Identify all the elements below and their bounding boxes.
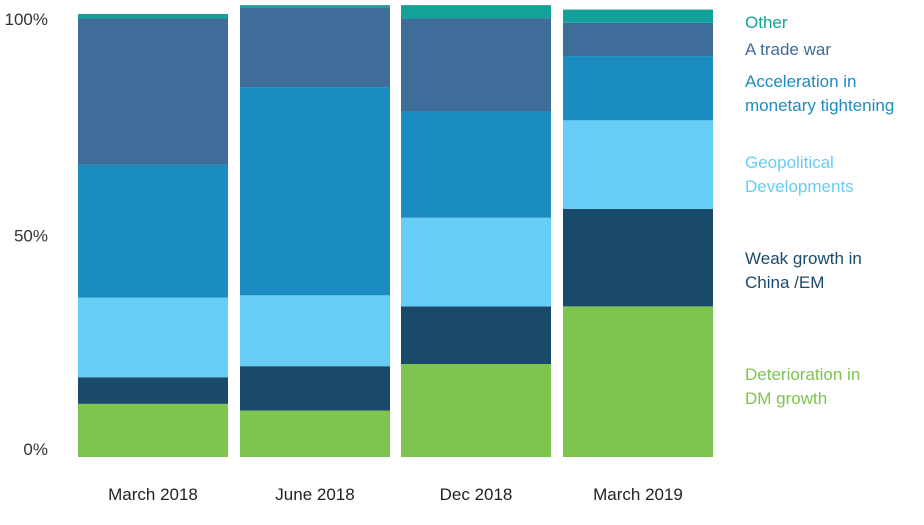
bar-segment-3-2 bbox=[401, 111, 551, 218]
bar-segment-0-2 bbox=[401, 363, 551, 457]
bar-area bbox=[78, 5, 713, 457]
bar-segment-0-0 bbox=[78, 403, 228, 457]
legend-entry-line: A trade war bbox=[745, 40, 831, 59]
bar-segment-4-0 bbox=[78, 18, 228, 165]
bar-segment-5-3 bbox=[563, 9, 713, 23]
bar-segment-4-2 bbox=[401, 18, 551, 112]
legend-entry: Other bbox=[745, 13, 788, 32]
x-tick-label: June 2018 bbox=[275, 485, 354, 504]
legend-entry-line: Geopolitical bbox=[745, 153, 834, 172]
bar-segment-3-1 bbox=[240, 87, 390, 296]
bar-segment-1-2 bbox=[401, 306, 551, 364]
legend-entry: A trade war bbox=[745, 40, 831, 59]
x-tick-label: Dec 2018 bbox=[440, 485, 513, 504]
legend-entry-line: DM growth bbox=[745, 389, 827, 408]
legend-entry-line: Other bbox=[745, 13, 788, 32]
bar-segment-1-1 bbox=[240, 366, 390, 411]
legend-entry-line: China /EM bbox=[745, 273, 824, 292]
legend-entry: Geopolitical Developments bbox=[745, 153, 854, 196]
y-tick-label: 0% bbox=[23, 440, 48, 459]
legend-entry-line: Weak growth in bbox=[745, 249, 862, 268]
bar-segment-2-2 bbox=[401, 217, 551, 307]
bar-segment-2-0 bbox=[78, 297, 228, 378]
bar-segment-2-1 bbox=[240, 295, 390, 367]
y-tick-label: 100% bbox=[5, 10, 48, 29]
y-axis: 0% 50% 100% bbox=[5, 10, 48, 459]
bar-segment-5-1 bbox=[240, 5, 390, 8]
legend-entry-line: Developments bbox=[745, 177, 854, 196]
legend: Other A trade war Acceleration in monetary … bbox=[745, 13, 894, 408]
legend-entry-line: monetary tightening bbox=[745, 96, 894, 115]
bar-segment-2-3 bbox=[563, 120, 713, 209]
bar-segment-5-0 bbox=[78, 14, 228, 19]
x-axis: March 2018 June 2018 Dec 2018 March 2019 bbox=[108, 485, 683, 504]
y-tick-label: 50% bbox=[14, 227, 48, 246]
bar-segment-3-3 bbox=[563, 56, 713, 121]
bar-segment-5-2 bbox=[401, 5, 551, 19]
legend-entry: Deterioration in DM growth bbox=[745, 365, 860, 408]
legend-entry-line: Deterioration in bbox=[745, 365, 860, 384]
legend-entry-line: Acceleration in bbox=[745, 72, 857, 91]
bar-segment-1-3 bbox=[563, 208, 713, 307]
bar-segment-4-1 bbox=[240, 7, 390, 88]
bar-segment-0-1 bbox=[240, 410, 390, 457]
bar-segment-3-0 bbox=[78, 164, 228, 298]
bar-segment-1-0 bbox=[78, 377, 228, 404]
bar-segment-0-3 bbox=[563, 306, 713, 457]
legend-entry: Weak growth in China /EM bbox=[745, 249, 862, 292]
x-tick-label: March 2019 bbox=[593, 485, 683, 504]
x-tick-label: March 2018 bbox=[108, 485, 198, 504]
legend-entry: Acceleration in monetary tightening bbox=[745, 72, 894, 115]
bar-segment-4-3 bbox=[563, 22, 713, 57]
